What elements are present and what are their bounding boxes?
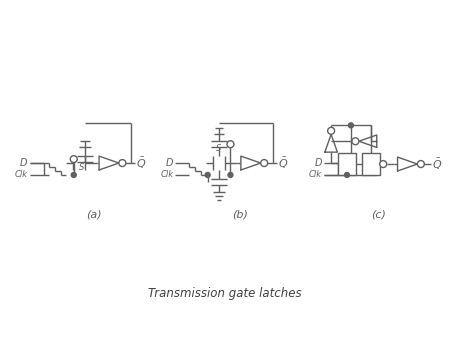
Text: S: S	[368, 160, 373, 169]
Text: Clk: Clk	[309, 170, 322, 179]
Text: Transmission gate latches: Transmission gate latches	[148, 287, 302, 300]
Text: D: D	[166, 158, 173, 168]
Circle shape	[380, 161, 387, 168]
Circle shape	[228, 172, 233, 177]
Text: $\bar{Q}$: $\bar{Q}$	[432, 156, 443, 172]
Text: D: D	[315, 158, 322, 168]
Text: Clk: Clk	[14, 170, 27, 179]
Text: S: S	[344, 160, 350, 169]
Circle shape	[328, 127, 335, 134]
Circle shape	[227, 141, 234, 148]
Bar	[338, 153, 356, 175]
Text: (b): (b)	[232, 210, 248, 220]
Circle shape	[71, 172, 76, 177]
Circle shape	[119, 160, 126, 167]
Text: Clk: Clk	[160, 170, 173, 179]
Text: (c): (c)	[371, 210, 386, 220]
Text: S: S	[78, 163, 84, 172]
Text: S: S	[216, 144, 222, 153]
Circle shape	[70, 155, 77, 163]
Bar	[362, 153, 380, 175]
Text: $\bar{Q}$: $\bar{Q}$	[278, 155, 288, 171]
Text: $\bar{Q}$: $\bar{Q}$	[136, 155, 146, 171]
Circle shape	[348, 123, 353, 128]
Circle shape	[418, 161, 424, 168]
Circle shape	[205, 172, 210, 177]
Circle shape	[352, 138, 359, 145]
Circle shape	[345, 172, 350, 177]
Text: D: D	[20, 158, 27, 168]
Text: (a): (a)	[86, 210, 102, 220]
Circle shape	[261, 160, 268, 167]
